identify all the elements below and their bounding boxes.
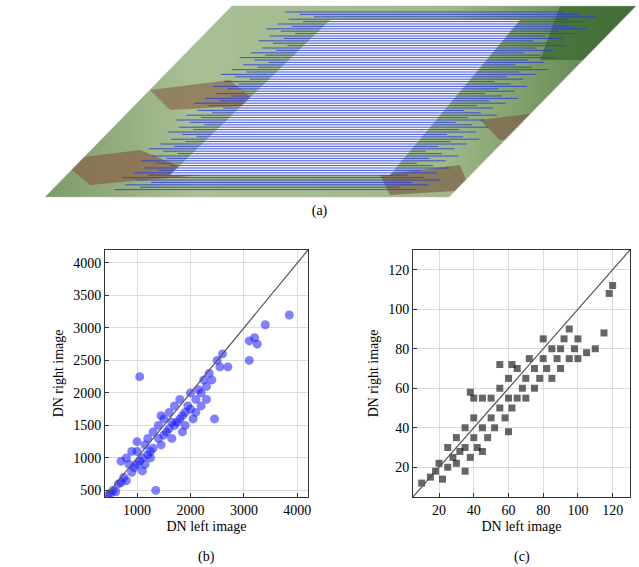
svg-text:(b): (b)	[198, 549, 215, 565]
svg-text:100: 100	[567, 503, 588, 518]
svg-text:(c): (c)	[514, 549, 530, 565]
svg-text:60: 60	[501, 503, 515, 518]
svg-text:1000: 1000	[123, 503, 151, 518]
svg-text:60: 60	[395, 381, 409, 396]
html-text:(a): (a)	[311, 203, 328, 218]
svg-text:40: 40	[395, 421, 409, 436]
svg-text:DN left image: DN left image	[481, 519, 561, 534]
svg-text:2000: 2000	[176, 503, 204, 518]
svg-text:120: 120	[388, 263, 409, 278]
svg-text:1500: 1500	[73, 418, 101, 433]
svg-text:2000: 2000	[73, 386, 101, 401]
svg-text:2500: 2500	[73, 353, 101, 368]
svg-text:DN right image: DN right image	[366, 329, 381, 417]
svg-text:20: 20	[395, 460, 409, 475]
svg-text:4000: 4000	[283, 503, 311, 518]
svg-text:100: 100	[388, 302, 409, 317]
svg-text:3000: 3000	[73, 321, 101, 336]
svg-text:120: 120	[602, 503, 623, 518]
svg-text:80: 80	[395, 342, 409, 357]
svg-text:500: 500	[80, 483, 101, 498]
svg-text:3000: 3000	[230, 503, 258, 518]
svg-text:80: 80	[536, 503, 550, 518]
svg-text:40: 40	[467, 503, 481, 518]
svg-text:4000: 4000	[73, 256, 101, 271]
svg-text:20: 20	[432, 503, 446, 518]
svg-text:1000: 1000	[73, 451, 101, 466]
svg-text:DN right image: DN right image	[51, 329, 66, 417]
svg-text:DN left image: DN left image	[166, 519, 246, 534]
svg-text:3500: 3500	[73, 288, 101, 303]
